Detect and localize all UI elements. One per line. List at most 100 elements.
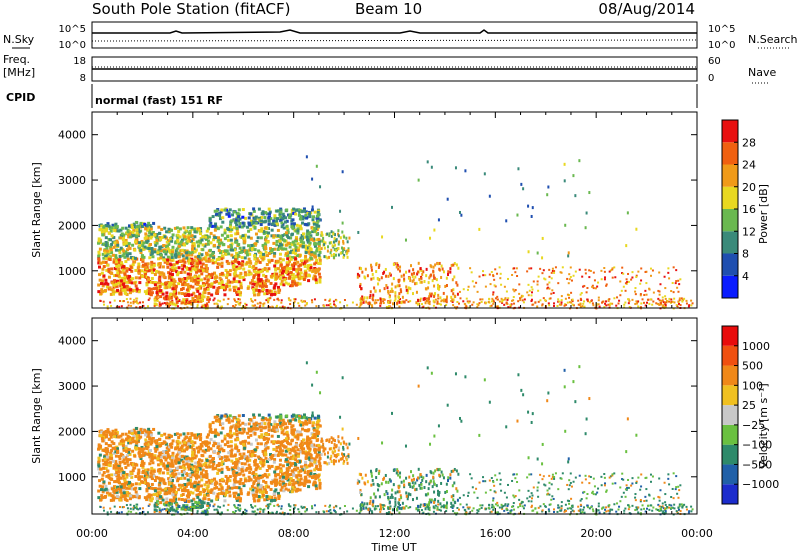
scatter-cell: [656, 302, 659, 305]
ytick-label: 4000: [58, 129, 86, 142]
scatter-cell: [144, 232, 148, 236]
scatter-cell: [185, 241, 189, 245]
scatter-cell: [109, 435, 113, 439]
scatter-cell: [257, 273, 261, 277]
scatter-cell: [103, 282, 107, 286]
scatter-cell: [114, 248, 118, 252]
scatter-cell: [174, 447, 178, 451]
scatter-cell: [189, 259, 193, 263]
scatter-cell: [157, 277, 161, 281]
scatter-cell: [675, 280, 678, 283]
scatter-cell: [427, 286, 430, 290]
scatter-cell: [127, 278, 131, 282]
scatter-cell: [423, 297, 426, 301]
scatter-cell: [649, 274, 652, 277]
scatter-cell: [216, 492, 220, 496]
scatter-cell: [267, 464, 271, 468]
scatter-cell: [219, 444, 223, 448]
scatter-cell: [119, 485, 123, 489]
scatter-cell: [187, 294, 191, 298]
scatter-cell: [415, 281, 418, 285]
scatter-cell: [539, 267, 542, 270]
scatter-cell: [329, 298, 332, 301]
scatter-cell: [134, 446, 138, 450]
scatter-cell: [568, 301, 571, 304]
scatter-cell: [295, 253, 299, 257]
scatter-cell: [501, 301, 504, 304]
scatter-cell: [113, 447, 117, 451]
scatter-cell: [124, 446, 128, 450]
scatter-cell: [496, 298, 499, 301]
scatter-cell: [114, 273, 118, 277]
scatter-cell: [167, 305, 170, 308]
scatter-cell: [153, 233, 157, 237]
scatter-cell: [581, 305, 584, 308]
scatter-cell: [322, 240, 325, 244]
scatter-cell: [429, 236, 432, 240]
scatter-cell: [281, 269, 285, 273]
scatter-cell: [290, 284, 294, 288]
scatter-cell: [220, 470, 224, 474]
scatter-cell: [567, 254, 570, 258]
scatter-cell: [163, 466, 167, 470]
scatter-cell: [334, 253, 337, 257]
scatter-cell: [192, 506, 196, 510]
colorbar-tick-label: 16: [742, 203, 756, 216]
scatter-cell: [171, 493, 175, 497]
scatter-cell: [438, 302, 441, 305]
scatter-cell: [147, 440, 151, 444]
scatter-cell: [324, 241, 327, 245]
scatter-cell: [116, 279, 120, 283]
scatter-cell: [149, 471, 153, 475]
scatter-cell: [257, 476, 261, 480]
scatter-cell: [171, 265, 175, 269]
scatter-cell: [206, 501, 210, 505]
scatter-cell: [371, 297, 374, 301]
scatter-cell: [416, 272, 419, 276]
scatter-cell: [209, 241, 213, 245]
scatter-cell: [191, 473, 195, 477]
scatter-cell: [215, 495, 219, 499]
scatter-cell: [316, 269, 320, 273]
scatter-cell: [167, 271, 171, 275]
scatter-cell: [160, 451, 164, 455]
scatter-cell: [300, 299, 303, 302]
scatter-cell: [204, 441, 208, 445]
scatter-cell: [293, 298, 296, 301]
scatter-cell: [285, 267, 289, 271]
scatter-cell: [121, 276, 125, 280]
scatter-cell: [415, 301, 418, 305]
scatter-cell: [104, 435, 108, 439]
scatter-cell: [303, 222, 307, 226]
scatter-cell: [303, 300, 306, 303]
scatter-cell: [140, 480, 144, 484]
scatter-cell: [287, 297, 290, 300]
scatter-cell: [171, 245, 175, 249]
scatter-cell: [131, 243, 135, 247]
scatter-cell: [101, 233, 105, 237]
scatter-cell: [253, 217, 257, 221]
nsearch-trace: [91, 39, 698, 42]
scatter-cell: [112, 489, 116, 493]
scatter-cell: [566, 293, 569, 296]
scatter-cell: [223, 228, 227, 232]
scatter-cell: [182, 463, 186, 467]
scatter-cell: [361, 297, 364, 301]
scatter-cell: [278, 234, 282, 238]
scatter-cell: [504, 297, 507, 300]
scatter-cell: [304, 210, 308, 214]
scatter-cell: [249, 418, 253, 422]
scatter-cell: [190, 234, 194, 238]
scatter-cell: [242, 224, 246, 228]
scatter-cell: [302, 241, 306, 245]
scatter-cell: [122, 249, 126, 253]
scatter-cell: [243, 272, 247, 276]
scatter-cell: [197, 279, 201, 283]
scatter-cell: [109, 301, 112, 304]
scatter-cell: [291, 256, 295, 260]
scatter-cell: [281, 234, 285, 238]
scatter-cell: [233, 299, 236, 302]
cpid-label: CPID: [6, 91, 35, 104]
scatter-cell: [237, 215, 241, 219]
scatter-cell: [155, 445, 159, 449]
